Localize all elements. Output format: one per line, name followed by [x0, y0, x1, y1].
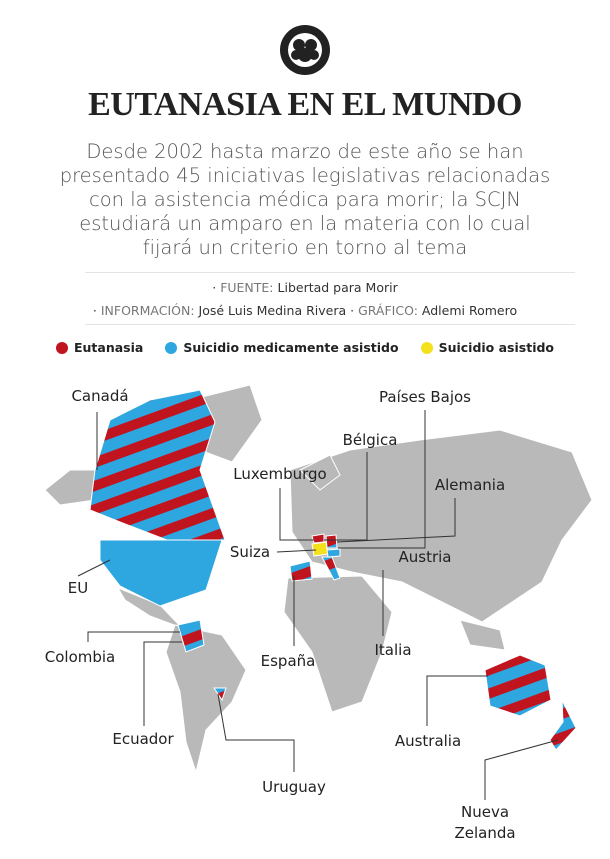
legend-swatch: [420, 341, 433, 354]
source-label: FUENTE:: [220, 280, 274, 295]
legend-swatch: [55, 341, 68, 354]
country-label: Australia: [394, 732, 462, 750]
leader-lines: [77, 410, 559, 800]
country-label: Colombia: [44, 648, 116, 666]
country-label: EU: [67, 579, 89, 597]
info: José Luis Medina Rivera: [198, 303, 347, 318]
country-label: Canadá: [71, 387, 129, 405]
source-line: · FUENTE: Libertad para Morir: [212, 280, 398, 295]
legend-label: Suicidio asistido: [438, 340, 555, 355]
country-label: Uruguay: [262, 778, 326, 796]
country-label: Países Bajos: [379, 388, 471, 406]
country-label: Nueva Zelanda: [454, 803, 516, 842]
land: [44, 384, 593, 774]
subtitle-line: presentado 45 iniciativas legislativas r…: [59, 164, 551, 187]
credit-line: · INFORMACIÓN: José Luis Medina Rivera ·…: [92, 303, 518, 318]
country-label: Ecuador: [112, 730, 174, 748]
country-label: Suiza: [229, 543, 271, 561]
legend-label: Eutanasia: [73, 340, 144, 355]
subtitle-line: estudiará un amparo en la materia con lo…: [79, 212, 531, 235]
graphic: Adlemi Romero: [421, 303, 518, 318]
legend-item: Eutanasia: [55, 340, 144, 355]
divider: [85, 324, 575, 325]
subtitle-line: con la asistencia médica para morir; la …: [89, 188, 521, 211]
country-label: Alemania: [434, 476, 506, 494]
info-label: INFORMACIÓN:: [100, 303, 195, 318]
legend: Eutanasia Suicidio medicamente asistido Su…: [0, 340, 610, 355]
subtitle: Desde 2002 hasta marzo de este año se ha…: [0, 140, 610, 260]
divider: [85, 272, 575, 273]
country-label: Bélgica: [342, 431, 398, 449]
world-map: [44, 384, 593, 800]
subtitle-line: fijará un criterio en torno al tema: [142, 236, 468, 259]
legend-item: Suicidio asistido: [420, 340, 555, 355]
logo: [280, 25, 330, 75]
legend-item: Suicidio medicamente asistido: [165, 340, 399, 355]
graphic-label: GRÁFICO:: [358, 303, 418, 318]
country-label: España: [260, 652, 316, 670]
source: Libertad para Morir: [277, 280, 398, 295]
country-label: Luxemburgo: [233, 465, 327, 483]
country-label: Austria: [398, 548, 452, 566]
legend-swatch: [165, 341, 178, 354]
country-label: Italia: [374, 641, 412, 659]
subtitle-line: Desde 2002 hasta marzo de este año se ha…: [86, 140, 524, 163]
highlighted-countries: [89, 389, 577, 751]
title: EUTANASIA EN EL MUNDO: [88, 86, 522, 123]
legend-label: Suicidio medicamente asistido: [183, 340, 399, 355]
